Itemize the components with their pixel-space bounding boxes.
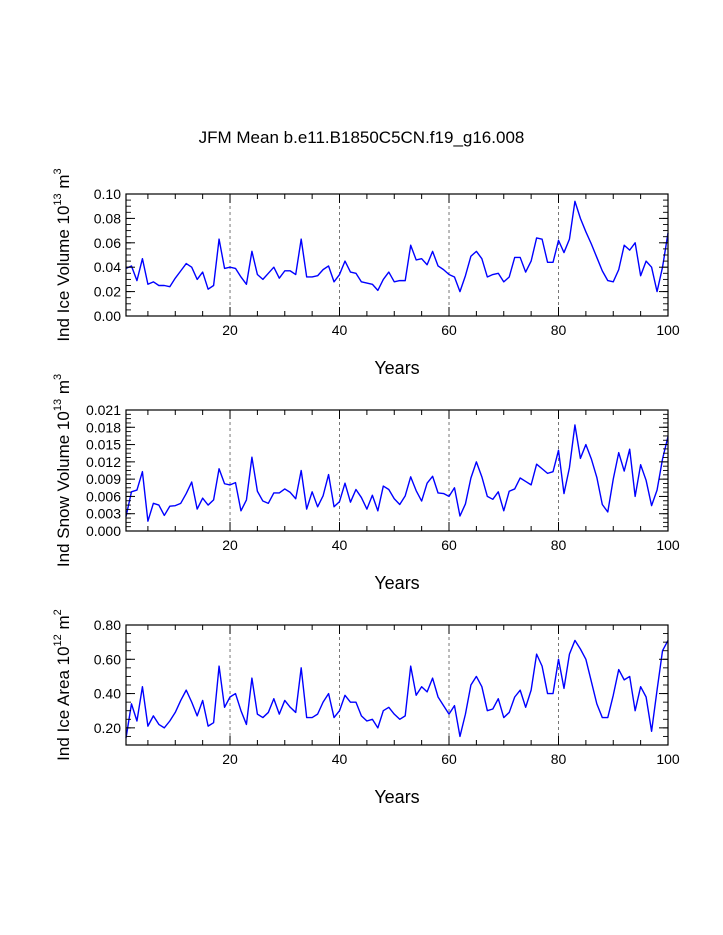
y-tick-label: 0.000 bbox=[86, 523, 121, 539]
plot-frame bbox=[125, 409, 669, 532]
y-tick-label: 0.003 bbox=[86, 506, 121, 522]
y-tick-label: 0.021 bbox=[86, 402, 121, 418]
y-tick-label: 0.20 bbox=[94, 720, 121, 736]
y-tick-label: 0.006 bbox=[86, 488, 121, 504]
y-tick-label: 0.015 bbox=[86, 437, 121, 453]
x-axis-label: Years bbox=[374, 787, 419, 807]
x-tick-label: 60 bbox=[441, 537, 457, 553]
plot-frame bbox=[125, 193, 669, 317]
y-tick-label: 0.40 bbox=[94, 686, 121, 702]
data-series-line bbox=[125, 424, 669, 522]
x-tick-label: 40 bbox=[332, 537, 348, 553]
panel-3: 20 40 60 80 100 0.20 0.40 0.60 0.80 Years Ind Ice … bbox=[52, 609, 680, 807]
chart-title: JFM Mean b.e11.B1850C5CN.f19_g16.008 bbox=[198, 128, 525, 147]
x-tick-label: 20 bbox=[222, 537, 238, 553]
y-tick-label: 0.02 bbox=[94, 284, 121, 300]
x-tick-label: 60 bbox=[441, 751, 457, 767]
y-axis-label: Ind Ice Volume 1013 m3 bbox=[52, 168, 73, 341]
y-tick-label: 0.10 bbox=[94, 186, 121, 202]
x-axis-label: Years bbox=[374, 358, 419, 378]
data-series-line bbox=[125, 639, 669, 739]
x-tick-label: 20 bbox=[222, 751, 238, 767]
y-tick-label: 0.60 bbox=[94, 651, 121, 667]
x-tick-label: 100 bbox=[656, 322, 680, 338]
y-axis-label: Ind Snow Volume 1013 m3 bbox=[52, 374, 73, 567]
x-tick-label: 80 bbox=[551, 322, 567, 338]
y-axis-label: Ind Ice Area 1012 m2 bbox=[52, 609, 73, 761]
x-tick-label: 80 bbox=[551, 751, 567, 767]
y-tick-label: 0.00 bbox=[94, 308, 121, 324]
x-tick-label: 100 bbox=[656, 751, 680, 767]
y-tick-label: 0.012 bbox=[86, 454, 121, 470]
x-axis-label: Years bbox=[374, 573, 419, 593]
panel-1: 20 40 60 80 100 0.00 0.02 0.04 0.06 0.08 0.10 Years… bbox=[52, 168, 680, 378]
panel-2: 20 40 60 80 1000.0000.0030.0060.0090.0120.01… bbox=[52, 374, 680, 593]
x-tick-label: 100 bbox=[656, 537, 680, 553]
x-tick-label: 20 bbox=[222, 322, 238, 338]
y-tick-label: 0.04 bbox=[94, 259, 121, 275]
x-tick-label: 40 bbox=[332, 322, 348, 338]
plot-frame bbox=[125, 624, 669, 746]
y-tick-label: 0.80 bbox=[94, 617, 121, 633]
data-series-line bbox=[125, 200, 669, 293]
x-tick-label: 80 bbox=[551, 537, 567, 553]
x-tick-label: 40 bbox=[332, 751, 348, 767]
y-tick-label: 0.009 bbox=[86, 471, 121, 487]
y-tick-label: 0.018 bbox=[86, 419, 121, 435]
y-tick-label: 0.06 bbox=[94, 235, 121, 251]
y-tick-label: 0.08 bbox=[94, 210, 121, 226]
x-tick-label: 60 bbox=[441, 322, 457, 338]
